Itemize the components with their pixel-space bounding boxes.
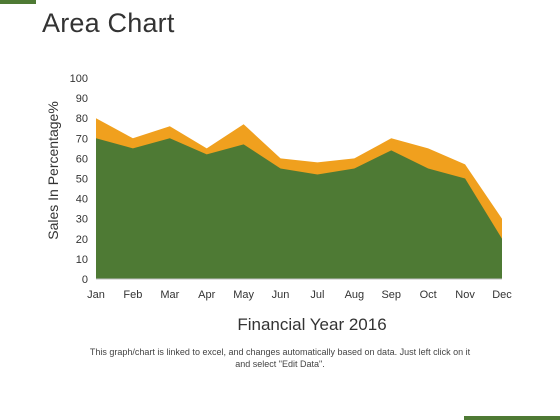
y-tick-label: 40	[76, 194, 88, 206]
y-tick-label: 70	[76, 133, 88, 145]
y-tick-label: 30	[76, 214, 88, 226]
top-accent-bar	[0, 0, 36, 4]
area-series-2	[96, 138, 502, 279]
footnote-line-1: This graph/chart is linked to excel, and…	[89, 347, 471, 357]
y-tick-label: 50	[76, 174, 88, 186]
x-tick-label: Aug	[345, 289, 365, 301]
footnote-line-2: and select "Edit Data".	[235, 359, 325, 369]
y-tick-label: 80	[76, 113, 88, 125]
x-tick-label: Oct	[420, 289, 437, 301]
footnote: This graph/chart is linked to excel, and…	[0, 346, 560, 370]
x-tick-label: Sep	[381, 289, 401, 301]
x-tick-label: Feb	[123, 289, 142, 301]
x-tick-labels: Jan Feb Mar Apr May Jun Jul Aug Sep Oct Nov Dec	[87, 289, 512, 301]
bottom-accent-bar	[464, 416, 560, 420]
y-tick-label: 100	[70, 73, 88, 85]
y-axis-label: Sales In Percentage%	[45, 101, 61, 240]
x-tick-label: May	[233, 289, 254, 301]
y-tick-label: 0	[82, 274, 88, 286]
chart-areas	[96, 118, 502, 279]
x-tick-label: Jul	[310, 289, 324, 301]
slide-title: Area Chart	[42, 8, 175, 38]
x-tick-label: Mar	[160, 289, 179, 301]
x-tick-label: Dec	[492, 289, 512, 301]
x-tick-label: Jun	[272, 289, 290, 301]
y-tick-label: 60	[76, 153, 88, 165]
y-tick-label: 10	[76, 254, 88, 266]
y-tick-label: 20	[76, 234, 88, 246]
x-tick-label: Apr	[198, 289, 215, 301]
x-tick-label: Jan	[87, 289, 105, 301]
y-tick-labels: 0 10 20 30 40 50 60 70 80 90 100	[70, 73, 88, 286]
x-axis-label: Financial Year 2016	[237, 315, 386, 334]
y-tick-label: 90	[76, 93, 88, 105]
x-tick-label: Nov	[455, 289, 475, 301]
